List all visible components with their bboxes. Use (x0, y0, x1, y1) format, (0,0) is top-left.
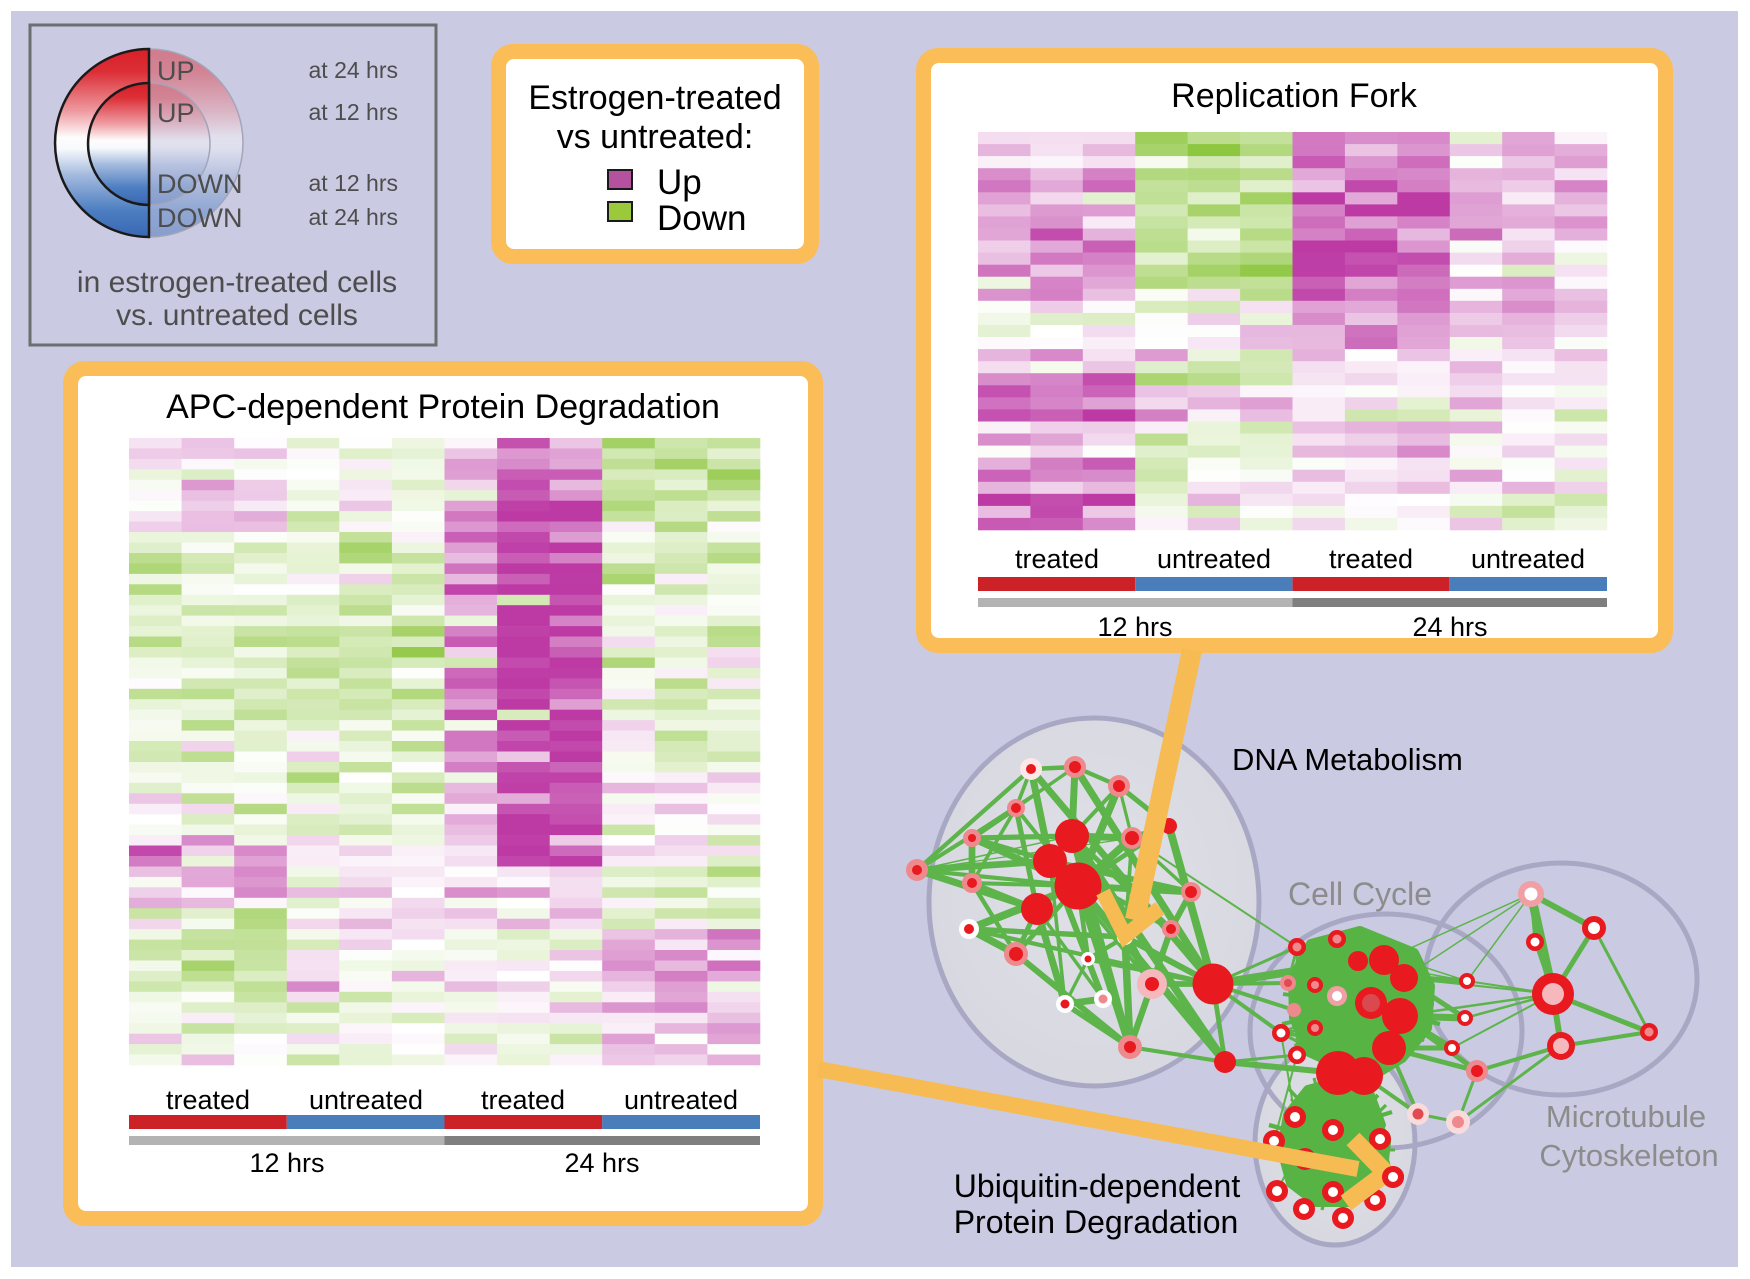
svg-text:12 hrs: 12 hrs (249, 1148, 324, 1178)
svg-text:DNA Metabolism: DNA Metabolism (1232, 742, 1463, 777)
svg-text:Down: Down (657, 199, 746, 238)
svg-text:Cytoskeleton: Cytoskeleton (1539, 1138, 1718, 1173)
svg-text:Microtubule: Microtubule (1546, 1099, 1706, 1134)
svg-text:at 12 hrs: at 12 hrs (309, 170, 399, 196)
svg-text:Ubiquitin-dependent: Ubiquitin-dependent (954, 1168, 1241, 1204)
svg-text:Estrogen-treated: Estrogen-treated (528, 79, 781, 117)
svg-text:Cell Cycle: Cell Cycle (1288, 876, 1432, 912)
svg-text:UP: UP (157, 56, 195, 86)
svg-text:12 hrs: 12 hrs (1097, 612, 1172, 642)
svg-text:at 12 hrs: at 12 hrs (309, 99, 399, 125)
svg-text:24 hrs: 24 hrs (1412, 612, 1487, 642)
svg-text:untreated: untreated (309, 1085, 423, 1115)
svg-text:UP: UP (157, 98, 195, 128)
svg-text:DOWN: DOWN (157, 169, 242, 199)
svg-text:APC-dependent Protein Degradat: APC-dependent Protein Degradation (166, 388, 720, 426)
svg-text:Replication Fork: Replication Fork (1171, 77, 1418, 115)
svg-text:24 hrs: 24 hrs (564, 1148, 639, 1178)
svg-text:untreated: untreated (624, 1085, 738, 1115)
svg-text:at 24 hrs: at 24 hrs (309, 204, 399, 230)
svg-text:DOWN: DOWN (157, 203, 242, 233)
svg-text:vs. untreated cells: vs. untreated cells (116, 299, 358, 332)
svg-text:Protein Degradation: Protein Degradation (954, 1204, 1239, 1240)
svg-text:treated: treated (1329, 544, 1413, 574)
svg-text:untreated: untreated (1157, 544, 1271, 574)
svg-text:vs untreated:: vs untreated: (557, 118, 754, 156)
svg-text:treated: treated (166, 1085, 250, 1115)
svg-text:Up: Up (657, 163, 702, 202)
svg-text:treated: treated (1015, 544, 1099, 574)
svg-text:at 24 hrs: at 24 hrs (309, 57, 399, 83)
svg-text:untreated: untreated (1471, 544, 1585, 574)
svg-text:treated: treated (481, 1085, 565, 1115)
svg-text:in estrogen-treated cells: in estrogen-treated cells (77, 266, 397, 299)
